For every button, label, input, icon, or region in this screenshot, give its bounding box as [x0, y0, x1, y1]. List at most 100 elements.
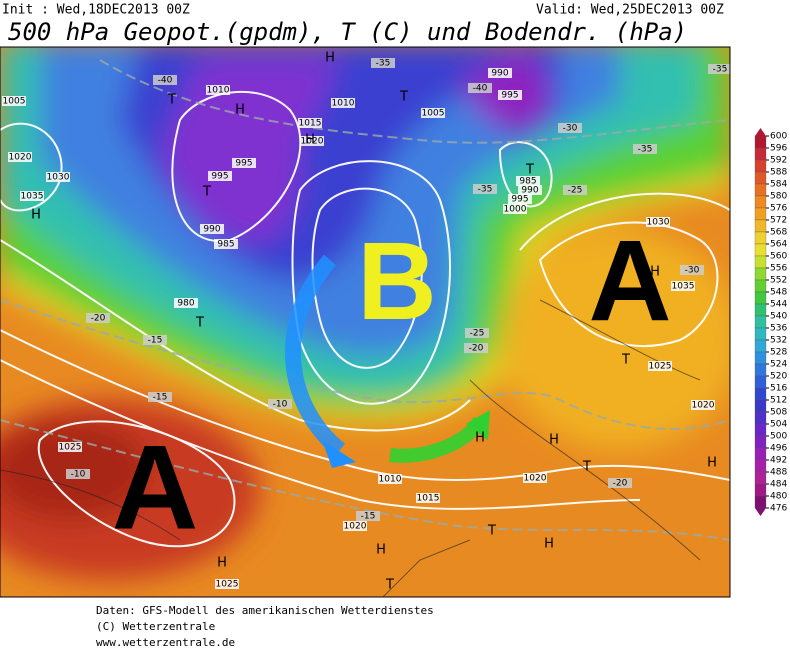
contour-label: 1005: [3, 97, 26, 107]
contour-label: -15: [361, 512, 376, 522]
colorbar-box: [754, 135, 767, 149]
colorbar-tick-label: 568: [770, 228, 787, 238]
contour-label: -15: [153, 393, 168, 403]
contour-label: 995: [511, 195, 528, 205]
contour-label: -15: [148, 336, 163, 346]
label-box: [691, 400, 715, 410]
colorbar-tick-label: 476: [770, 504, 787, 514]
contour-label: 995: [501, 91, 518, 101]
colorbar-box: [754, 399, 767, 413]
colorbar-tick-label: 516: [770, 384, 787, 394]
colorbar-tick-label: 564: [770, 240, 787, 250]
label-box: [214, 239, 238, 249]
colorbar-box: [754, 147, 767, 161]
colorbar-tick-label: 512: [770, 396, 787, 406]
label-box: [633, 144, 657, 154]
colorbar-box: [754, 351, 767, 365]
label-box: [200, 224, 224, 234]
label-box: [300, 136, 324, 146]
colorbar-box: [754, 267, 767, 281]
pressure-center: H: [235, 103, 245, 118]
colorbar-tick-label: 592: [770, 156, 787, 166]
colorbar-tick-label: 536: [770, 324, 787, 334]
pressure-center: H: [650, 265, 660, 280]
colorbar-tick-label: 548: [770, 288, 787, 298]
colorbar-box: [754, 315, 767, 329]
contour-label: 1025: [649, 362, 672, 372]
contour-label: 1020: [344, 522, 367, 532]
contour-label: -20: [613, 479, 628, 489]
contour-label: -10: [273, 400, 288, 410]
label-box: [648, 361, 672, 371]
colorbar-box: [754, 459, 767, 473]
contour-label: 1010: [207, 86, 230, 96]
label-box: [608, 478, 632, 488]
label-box: [208, 171, 232, 181]
label-box: [464, 343, 488, 353]
label-box: [8, 152, 32, 162]
contour-label: 980: [177, 299, 194, 309]
footer-line: www.wetterzentrale.de: [96, 636, 235, 648]
label-box: [680, 265, 704, 275]
colorbar-tick-label: 544: [770, 300, 787, 310]
contour-label: 1030: [47, 173, 70, 183]
label-box: [148, 392, 172, 402]
valid-text: Valid: Wed,25DEC2013 00Z: [536, 3, 724, 18]
colorbar-box: [754, 207, 767, 221]
big-letter: B: [357, 220, 436, 343]
colorbar-box: [754, 159, 767, 173]
label-box: [356, 511, 380, 521]
colorbar-box: [754, 387, 767, 401]
label-box: [671, 281, 695, 291]
colorbar-box: [754, 435, 767, 449]
pressure-center: H: [217, 556, 227, 571]
isobars: [0, 90, 730, 548]
contour-label: 1020: [9, 153, 32, 163]
colorbar-tick-label: 556: [770, 264, 787, 274]
colorbar-box: [754, 255, 767, 269]
label-box: [206, 85, 230, 95]
label-box: [416, 493, 440, 503]
colorbar-box: [754, 171, 767, 185]
pressure-center: H: [305, 133, 315, 148]
colorbar-tick-label: 584: [770, 180, 787, 190]
contour-label: -40: [158, 76, 173, 86]
label-box: [488, 68, 512, 78]
contour-label: 1005: [422, 109, 445, 119]
contour-label: 1010: [379, 475, 402, 485]
colorbar-tick-label: 600: [770, 132, 787, 142]
colorbar-tick-label: 504: [770, 420, 787, 430]
contour-label: 1025: [59, 443, 82, 453]
label-box: [473, 184, 497, 194]
contour-label: 1035: [21, 192, 44, 202]
pressure-center: T: [525, 163, 534, 178]
colorbar-box: [754, 471, 767, 485]
contour-label: 1025: [216, 580, 239, 590]
colorbar-tick-label: 560: [770, 252, 787, 262]
label-box: [46, 172, 70, 182]
label-box: [331, 98, 355, 108]
flow-arrowhead-green: [466, 410, 490, 440]
colorbar-tick-label: 500: [770, 432, 787, 442]
pressure-center: H: [376, 543, 386, 558]
colorbar-box: [754, 423, 767, 437]
contour-label: -40: [473, 84, 488, 94]
label-box: [298, 118, 322, 128]
pressure-center: H: [31, 208, 41, 223]
colorbar-tick-label: 520: [770, 372, 787, 382]
init-text: Init : Wed,18DEC2013 00Z: [2, 3, 190, 18]
contour-label: -30: [685, 266, 700, 276]
contour-label: -35: [376, 59, 391, 69]
coastlines: [0, 299, 701, 597]
colorbar-box: [754, 339, 767, 353]
colorbar-box: [754, 291, 767, 305]
label-box: [518, 185, 542, 195]
colorbar-box: [754, 411, 767, 425]
label-box: [58, 442, 82, 452]
colorbar-tick-label: 508: [770, 408, 787, 418]
colorbar-box: [754, 183, 767, 197]
contour-label: -20: [91, 314, 106, 324]
pressure-center: T: [385, 578, 394, 593]
colorbar-box: [754, 243, 767, 257]
